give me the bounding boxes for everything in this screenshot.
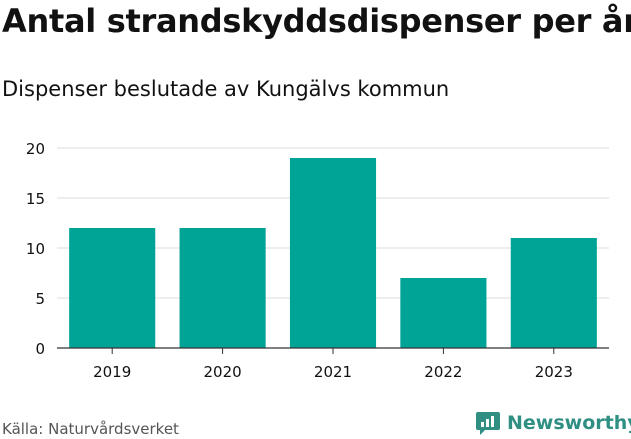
x-tick-label: 2019 [93,363,131,381]
newsworthy-logo-icon [476,412,500,435]
y-tick-label: 15 [26,190,45,208]
bar-2019 [69,228,156,348]
brand-logo: Newsworthy [475,407,631,439]
source-note: Källa: Naturvårdsverket [2,420,179,438]
y-tick-label: 10 [26,240,45,258]
x-tick-label: 2023 [535,363,573,381]
x-tick-label: 2020 [204,363,242,381]
y-tick-label: 0 [35,340,45,358]
bar-2021 [289,158,377,348]
chart-title: Antal strandskyddsdispenser per år [2,2,631,40]
bar-2020 [179,228,266,348]
x-tick-label: 2021 [314,363,352,381]
bar-2023 [510,238,597,348]
bar-2022 [400,278,487,348]
chart-subtitle: Dispenser beslutade av Kungälvs kommun [2,77,450,101]
brand-name: Newsworthy [507,412,631,434]
x-tick-label: 2022 [424,363,462,381]
y-tick-label: 5 [35,290,45,308]
y-tick-label: 20 [26,140,45,158]
